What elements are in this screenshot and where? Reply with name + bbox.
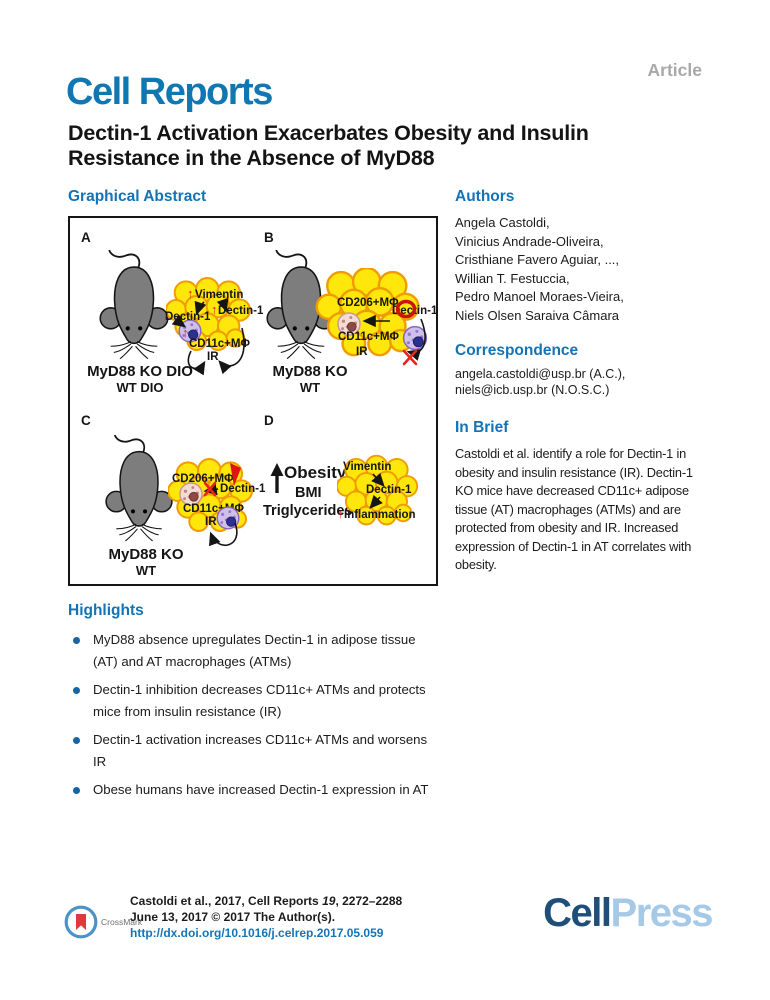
paper-title-line-1: Dectin-1 Activation Exacerbates Obesity … xyxy=(68,121,589,145)
cellpress-logo-press: Press xyxy=(610,891,714,935)
graphical-abstract-heading: Graphical Abstract xyxy=(68,188,207,205)
dectin1-label: Dectin-1 xyxy=(165,311,211,323)
up-arrow-black-head xyxy=(270,463,284,476)
red-x-icon xyxy=(402,349,418,366)
mouse-group-label: MyD88 KO xyxy=(108,546,183,563)
highlight-item: Dectin-1 activation increases CD11c+ ATM… xyxy=(68,729,438,773)
cd11c-label: CD11c+MΦ xyxy=(338,331,399,343)
article-type-label: Article xyxy=(647,60,702,80)
left-column: Graphical Abstract A ↑ ↑ Vimentin ↑ Dect… xyxy=(68,188,438,807)
author-name: Niels Olsen Saraiva Câmara xyxy=(455,307,620,323)
dectin1-label: Dectin-1 xyxy=(366,484,412,496)
authors-list: Angela Castoldi, Vinicius Andrade-Olivei… xyxy=(455,214,707,325)
author-name: Vinicius Andrade-Oliveira, xyxy=(455,233,604,249)
in-brief-text: Castoldi et al. identify a role for Dect… xyxy=(455,446,693,572)
citation-pages: , 2272–2288 xyxy=(335,894,403,908)
correspondence-email[interactable]: niels@icb.usp.br (N.O.S.C.) xyxy=(455,383,610,397)
panel-b-letter: B xyxy=(264,230,274,245)
highlight-item: Dectin-1 inhibition decreases CD11c+ ATM… xyxy=(68,679,438,723)
mouse-group-label-2: WT xyxy=(136,563,156,578)
red-x-icon xyxy=(203,481,217,497)
panel-c-letter: C xyxy=(81,413,91,428)
figure-panel-c: C CD206+MΦ Dectin-1 CD11c+MΦ IR MyD88 KO… xyxy=(81,413,266,578)
figure-panel-d: D Obesity BMI Triglycerides Vimentin Dec… xyxy=(263,413,419,526)
highlight-item: MyD88 absence upregulates Dectin-1 in ad… xyxy=(68,629,438,673)
paper-title-line-2: Resistance in the Absence of MyD88 xyxy=(68,146,435,170)
triglycerides-label: Triglycerides xyxy=(263,503,352,519)
author-name: Willian T. Festuccia, xyxy=(455,270,570,286)
highlights-list: MyD88 absence upregulates Dectin-1 in ad… xyxy=(68,629,438,801)
panel-a-letter: A xyxy=(81,230,91,245)
in-brief-heading: In Brief xyxy=(455,419,509,436)
right-column: Authors Angela Castoldi, Vinicius Andrad… xyxy=(455,188,707,575)
crossmark-icon xyxy=(64,905,98,939)
author-name: Angela Castoldi, xyxy=(455,215,550,230)
up-arrow-red: ↑ xyxy=(182,325,189,340)
highlight-item: Obese humans have increased Dectin-1 exp… xyxy=(68,779,438,801)
citation-line-1: Castoldi et al., 2017, Cell Reports 19, … xyxy=(130,893,402,909)
mouse-group-label: MyD88 KO DIO xyxy=(87,363,193,380)
dectin1-label: Dectin-1 xyxy=(218,305,264,317)
paper-title: Dectin-1 Activation Exacerbates Obesity … xyxy=(68,121,708,171)
cellpress-logo-cell: Cell xyxy=(543,891,612,935)
journal-logo: Cell Reports xyxy=(66,71,273,113)
up-arrow-red: ↑ xyxy=(187,286,194,301)
vimentin-label: Vimentin xyxy=(343,461,391,473)
bmi-label: BMI xyxy=(295,485,322,501)
correspondence-heading: Correspondence xyxy=(455,342,579,359)
figure-panel-a: A ↑ ↑ Vimentin ↑ Dectin-1 Dectin-1 CD11c… xyxy=(81,230,264,395)
cd206-macrophage-cell xyxy=(179,482,203,506)
citation-pre: Castoldi et al., 2017, Cell Reports xyxy=(130,894,323,908)
up-arrow-red: ↑ xyxy=(337,506,344,521)
obesity-label: Obesity xyxy=(284,463,347,482)
citation-volume: 19 xyxy=(322,894,336,908)
cd11c-label: CD11c+MΦ xyxy=(189,338,250,350)
dectin1-ligand-icon xyxy=(230,463,241,486)
vimentin-label: Vimentin xyxy=(195,289,243,301)
figure-panel-b: B CD206+MΦ Dectin-1 CD11c+MΦ IR MyD88 KO… xyxy=(264,230,438,395)
cellpress-logo: CellPress xyxy=(543,891,714,936)
citation-line-2: June 13, 2017 © 2017 The Author(s). xyxy=(130,910,336,924)
panel-d-letter: D xyxy=(264,413,274,428)
inflammation-label: Inflammation xyxy=(344,509,416,521)
doi-link[interactable]: http://dx.doi.org/10.1016/j.celrep.2017.… xyxy=(130,926,384,940)
ir-label: IR xyxy=(207,351,219,363)
dectin1-label: Dectin-1 xyxy=(220,483,266,495)
cd206-label: CD206+MΦ xyxy=(337,297,399,309)
mouse-group-label-2: WT DIO xyxy=(117,380,164,395)
citation-block: Castoldi et al., 2017, Cell Reports 19, … xyxy=(130,893,402,941)
mouse-illustration xyxy=(99,250,169,360)
blocked-dectin1-icon xyxy=(395,299,417,319)
crossmark-badge[interactable]: CrossMark xyxy=(64,904,142,940)
correspondence-email[interactable]: angela.castoldi@usp.br (A.C.), xyxy=(455,367,626,381)
ir-label: IR xyxy=(356,346,368,358)
mouse-group-label: MyD88 KO xyxy=(272,363,347,380)
author-name: Pedro Manoel Moraes-Vieira, xyxy=(455,289,624,304)
ir-label: IR xyxy=(205,516,217,528)
mouse-group-label-2: WT xyxy=(300,380,320,395)
cd206-label: CD206+MΦ xyxy=(172,473,234,485)
up-arrow-red: ↑ xyxy=(211,302,218,317)
authors-heading: Authors xyxy=(455,188,515,205)
highlights-heading: Highlights xyxy=(68,602,144,619)
graphical-abstract-figure: A ↑ ↑ Vimentin ↑ Dectin-1 Dectin-1 CD11c… xyxy=(68,216,438,586)
mouse-illustration xyxy=(105,435,173,542)
correspondence-emails: angela.castoldi@usp.br (A.C.), niels@icb… xyxy=(455,366,707,398)
crossmark-label: CrossMark xyxy=(101,917,143,927)
author-name: Cristhiane Favero Aguiar, ..., xyxy=(455,252,620,267)
